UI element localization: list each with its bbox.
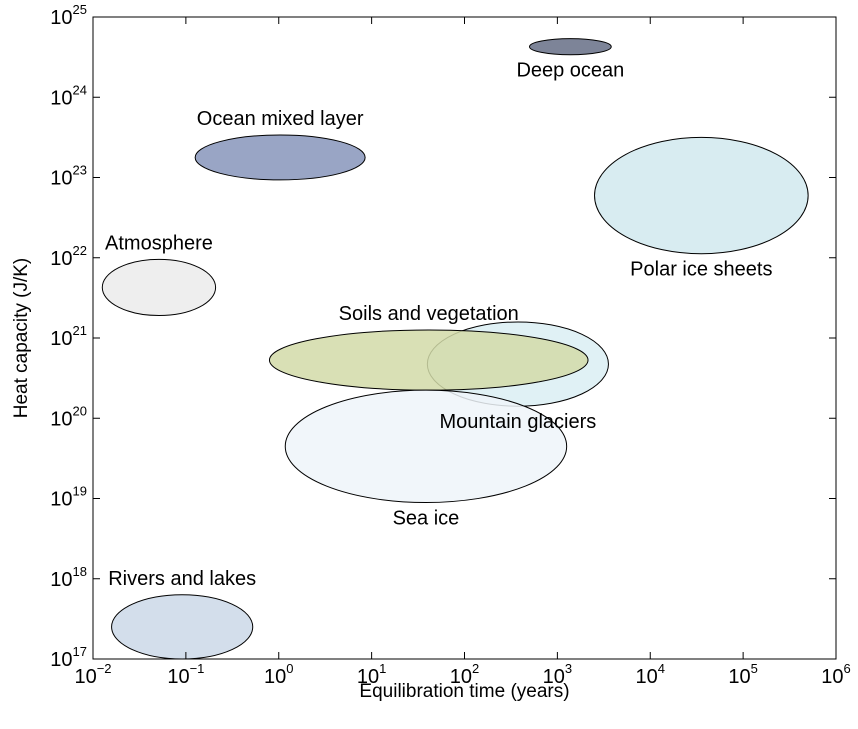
x-tick-label: 100 (264, 661, 293, 688)
x-axis-label: Equilibration time (years) (359, 681, 569, 702)
polar-ice-sheets-label: Polar ice sheets (630, 259, 772, 281)
deep-ocean-label: Deep ocean (516, 60, 624, 82)
x-tick-label: 106 (821, 661, 850, 688)
y-tick-label: 1018 (50, 564, 87, 591)
y-tick-label: 1024 (50, 82, 87, 109)
rivers-and-lakes-label: Rivers and lakes (108, 568, 256, 590)
x-tick-label: 101 (357, 661, 386, 688)
sea-ice-label: Sea ice (393, 508, 460, 530)
deep-ocean-ellipse (529, 38, 612, 56)
ocean-mixed-layer-ellipse (194, 134, 366, 181)
y-tick-label: 1019 (50, 484, 87, 511)
x-tick-label: 10−1 (167, 661, 204, 688)
x-tick-label: 104 (636, 661, 665, 688)
component-labels: Deep ocean Ocean mixed layer Polar ice she… (105, 60, 772, 590)
y-tick-label: 1021 (50, 323, 87, 350)
ocean-mixed-layer-label: Ocean mixed layer (197, 108, 364, 130)
y-tick-label: 1023 (50, 163, 87, 190)
rivers-and-lakes-ellipse (111, 594, 254, 660)
x-tick-label: 102 (450, 661, 479, 688)
atmosphere-label: Atmosphere (105, 232, 213, 254)
sea-ice-ellipse (284, 389, 568, 504)
component-ellipses (101, 38, 809, 660)
y-tick-label: 1022 (50, 243, 87, 270)
y-axis-label: Heat capacity (J/K) (11, 258, 32, 419)
y-tick-label: 1025 (50, 2, 87, 29)
mountain-glaciers-label: Mountain glaciers (440, 411, 597, 433)
y-tick-label: 1020 (50, 403, 87, 430)
atmosphere-ellipse (101, 258, 217, 317)
x-tick-label: 103 (543, 661, 572, 688)
axis-ticks: 10−2 10−1 100 101 102 103 104 105 106 1017 1018 101… (50, 2, 850, 688)
soils-and-vegetation-ellipse (268, 329, 589, 391)
y-tick-label: 1017 (50, 644, 87, 671)
x-tick-label: 10−2 (74, 661, 111, 688)
soils-and-vegetation-label: Soils and vegetation (339, 303, 519, 325)
polar-ice-sheets-ellipse (594, 136, 809, 255)
x-tick-label: 105 (728, 661, 757, 688)
